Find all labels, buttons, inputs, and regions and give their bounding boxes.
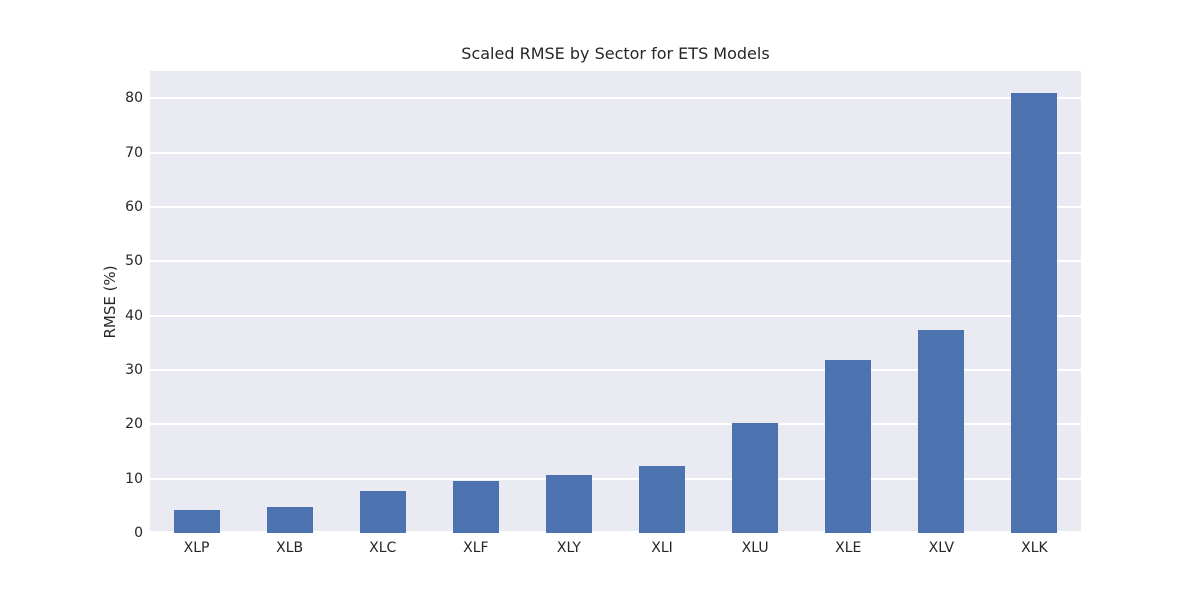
gridline-y-10 (150, 477, 1081, 480)
x-tick-label-XLV: XLV (928, 540, 955, 556)
gridline-y-20 (150, 423, 1081, 426)
x-tick-label-XLP: XLP (183, 540, 210, 556)
gridline-y-70 (150, 151, 1081, 154)
bar-XLF (452, 481, 499, 533)
y-tick-label-40: 40 (125, 307, 143, 324)
y-tick-label-80: 80 (125, 90, 143, 107)
x-tick-label-XLC: XLC (369, 540, 397, 556)
x-tick-label-XLE: XLE (835, 540, 862, 556)
bar-XLP (173, 510, 220, 533)
y-tick-label-0: 0 (134, 525, 143, 541)
x-tick-label-XLB: XLB (276, 540, 304, 556)
y-tick-label-30: 30 (125, 361, 143, 378)
bar-XLY (545, 474, 592, 533)
bar-XLB (266, 507, 313, 533)
chart-title: Scaled RMSE by Sector for ETS Models (461, 44, 770, 63)
gridline-y-40 (150, 314, 1081, 317)
x-tick-label-XLY: XLY (556, 540, 581, 556)
x-tick-label-XLF: XLF (463, 540, 489, 556)
gridline-y-60 (150, 205, 1081, 208)
gridline-y-80 (150, 97, 1081, 100)
y-axis-label: RMSE (%) (101, 265, 119, 339)
x-tick-label-XLI: XLI (651, 540, 673, 556)
gridline-y-50 (150, 260, 1081, 263)
y-tick-label-70: 70 (125, 144, 143, 161)
bar-XLE (825, 360, 872, 533)
bar-XLI (639, 465, 686, 533)
x-tick-label-XLU: XLU (741, 540, 769, 556)
y-tick-label-60: 60 (125, 198, 143, 215)
bar-XLU (732, 422, 779, 533)
bar-XLV (918, 330, 965, 533)
y-tick-label-10: 10 (125, 470, 143, 487)
plot-area (150, 71, 1081, 533)
y-tick-label-50: 50 (125, 253, 143, 270)
bar-XLC (359, 490, 406, 533)
gridline-y-0 (150, 531, 1081, 533)
gridline-y-30 (150, 368, 1081, 371)
bar-XLK (1011, 92, 1058, 533)
x-tick-label-XLK: XLK (1021, 540, 1048, 556)
y-tick-label-20: 20 (125, 416, 143, 433)
